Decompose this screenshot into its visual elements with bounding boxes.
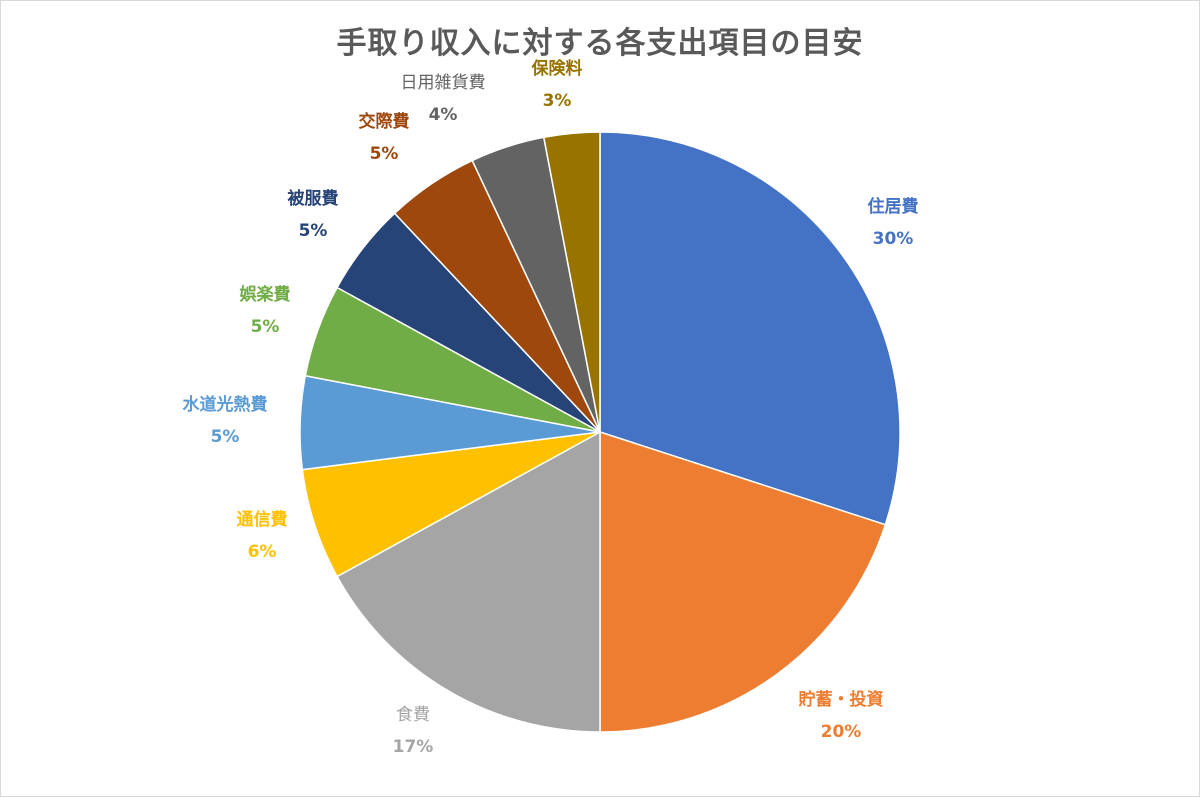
pie-slice-2 (599, 430, 887, 733)
slice-label-name-4: 通信費 (237, 509, 288, 530)
pie-slice-3 (336, 430, 601, 733)
slice-label-pct-10: 3% (543, 91, 572, 111)
slice-label-pct-4: 6% (248, 542, 277, 562)
slice-label-name-1: 住居費 (868, 196, 919, 217)
slice-label-name-2: 貯蓄・投資 (799, 689, 884, 710)
slice-label-name-8: 交際費 (359, 111, 410, 132)
slice-label-name-5: 水道光熱費 (183, 394, 268, 415)
slice-label-name-3: 食費 (396, 705, 430, 725)
slice-label-name-9: 日用雑貨費 (401, 73, 486, 93)
slice-label-name-6: 娯楽費 (240, 284, 291, 305)
slice-label-pct-3: 17% (393, 737, 434, 757)
chart-title: 手取り収入に対する各支出項目の目安 (336, 26, 864, 61)
pie-slice-1 (599, 131, 901, 526)
pie-slice-10 (542, 131, 601, 433)
pie-slices (299, 131, 901, 733)
slice-label-pct-8: 5% (370, 144, 399, 164)
slice-label-name-10: 保険料 (531, 58, 583, 79)
slice-label-pct-6: 5% (251, 317, 280, 337)
slice-label-pct-5: 5% (211, 427, 240, 447)
slice-label-pct-1: 30% (873, 229, 914, 249)
slice-label-pct-7: 5% (299, 221, 328, 241)
slice-label-pct-9: 4% (429, 105, 458, 125)
slice-label-name-7: 被服費 (288, 188, 339, 209)
pie-labels: 住居費 30% 貯蓄・投資 20% 食費 17% 通信費 6% 水道光熱費 5% 娯楽費 5% 被服費 5… (183, 58, 919, 757)
slice-label-pct-2: 20% (821, 722, 862, 742)
